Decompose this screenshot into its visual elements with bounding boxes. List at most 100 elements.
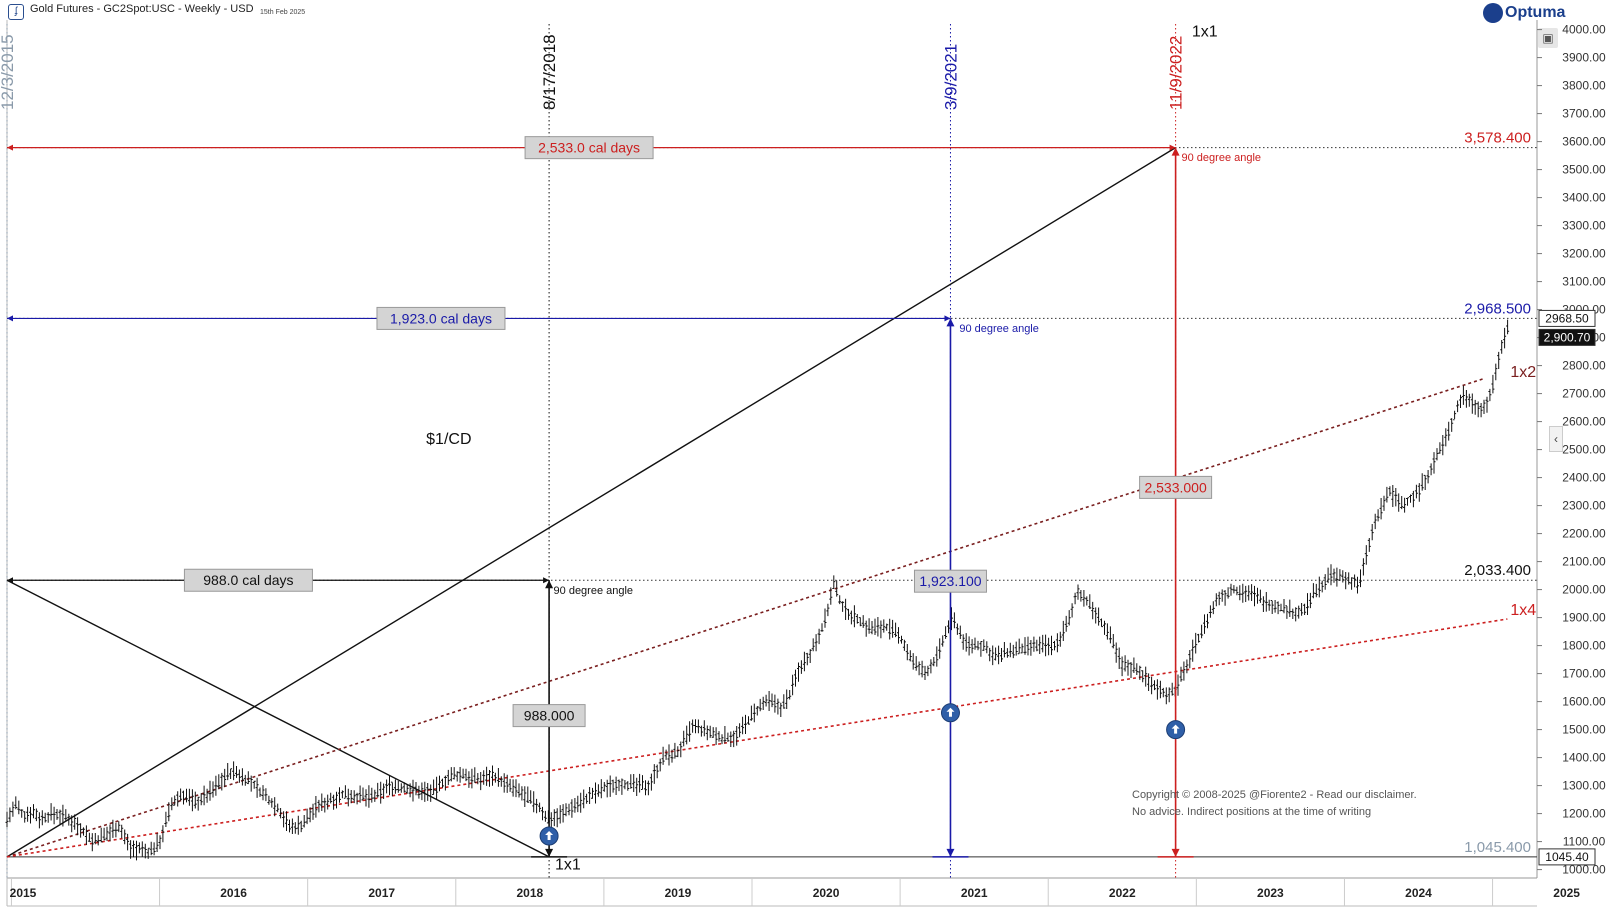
y-tick-label: 3800.00 bbox=[1562, 79, 1606, 93]
day-span-arrow bbox=[7, 315, 13, 322]
y-tick-label: 2300.00 bbox=[1562, 499, 1606, 513]
y-tick-label: 1700.00 bbox=[1562, 667, 1606, 681]
y-tick-label: 3500.00 bbox=[1562, 163, 1606, 177]
x-tick-label: 2025 bbox=[1553, 886, 1580, 900]
y-tick-label: 3400.00 bbox=[1562, 191, 1606, 205]
y-tick-label: 2500.00 bbox=[1562, 443, 1606, 457]
y-tick-label: 2400.00 bbox=[1562, 471, 1606, 485]
level-label: 2,968.500 bbox=[1464, 300, 1531, 317]
day-span-arrow bbox=[7, 144, 13, 151]
x-tick-label: 2015 bbox=[10, 886, 37, 900]
y-tick-label: 4000.00 bbox=[1562, 23, 1606, 37]
last-price-box bbox=[1538, 328, 1596, 346]
x-tick-label: 2023 bbox=[1257, 886, 1284, 900]
y-tick-label: 1600.00 bbox=[1562, 695, 1606, 709]
price-span-box bbox=[512, 704, 586, 728]
y-tick-label: 1200.00 bbox=[1562, 807, 1606, 821]
y-tick-label: 2000.00 bbox=[1562, 583, 1606, 597]
day-span-label: 2,533.0 cal days bbox=[538, 140, 640, 156]
price-span-arrow bbox=[545, 580, 554, 589]
y-tick-label: 1800.00 bbox=[1562, 639, 1606, 653]
y-tick-label: 2800.00 bbox=[1562, 359, 1606, 373]
y-tick-label: 3100.00 bbox=[1562, 275, 1606, 289]
price-span-arrow bbox=[1171, 848, 1180, 857]
x-tick-label: 2022 bbox=[1109, 886, 1136, 900]
day-span-box bbox=[376, 306, 506, 330]
side-panel-toggle-button[interactable]: ‹ bbox=[1549, 426, 1563, 452]
y-tick-label: 1100.00 bbox=[1563, 835, 1606, 849]
app-logo-icon: ʄ bbox=[8, 4, 24, 20]
price-span-label: 2,533.000 bbox=[1144, 479, 1206, 495]
up-arrow-glyph bbox=[1171, 724, 1180, 734]
level-label: 1,045.400 bbox=[1464, 839, 1531, 856]
y-tick-label: 1000.00 bbox=[1562, 863, 1606, 877]
day-span-label: 1,923.0 cal days bbox=[390, 310, 492, 326]
y-tick-label: 1400.00 bbox=[1562, 751, 1606, 765]
copyright-line-1: Copyright © 2008-2025 @Fiorente2 - Read … bbox=[1132, 789, 1417, 801]
y-tick-label: 1500.00 bbox=[1562, 723, 1606, 737]
header-date: 15th Feb 2025 bbox=[260, 9, 306, 16]
copyright-line-2: No advice. Indirect positions at the tim… bbox=[1132, 806, 1371, 818]
y-tick-label: 3700.00 bbox=[1562, 107, 1606, 121]
line-label: 1x4 bbox=[1510, 602, 1536, 619]
optuma-logo: Optuma bbox=[1483, 3, 1565, 23]
price-span-label: 988.000 bbox=[524, 708, 575, 724]
angle-note: 90 degree angle bbox=[1182, 152, 1262, 164]
y-tick-label: 2700.00 bbox=[1562, 387, 1606, 401]
y-tick-label: 2100.00 bbox=[1562, 555, 1606, 569]
line-label: 1x1 bbox=[555, 857, 581, 874]
day-span-label: 988.0 cal days bbox=[203, 572, 293, 588]
line-label: 1x2 bbox=[1510, 364, 1536, 381]
level-label: 3,578.400 bbox=[1464, 130, 1531, 147]
day-span-arrow bbox=[1169, 144, 1176, 151]
x-tick-label: 2016 bbox=[220, 886, 247, 900]
high-price-box bbox=[1538, 309, 1596, 327]
line-label: 1x1 bbox=[1192, 24, 1218, 41]
x-tick-label: 2020 bbox=[813, 886, 840, 900]
x-tick-label: 2024 bbox=[1405, 886, 1432, 900]
x-tick-label: 2017 bbox=[368, 886, 395, 900]
angle-line-1x2 bbox=[6, 377, 1486, 858]
date-label: 3/9/2021 bbox=[941, 44, 960, 110]
header-title: Gold Futures - GC2Spot:USC - Weekly - US… bbox=[30, 3, 254, 15]
date-label: 8/17/2018 bbox=[540, 34, 559, 110]
price-span-arrow bbox=[946, 318, 955, 327]
day-span-arrow bbox=[944, 315, 951, 322]
day-span-arrow bbox=[543, 577, 550, 584]
price-bars bbox=[5, 319, 1510, 861]
price-span-box bbox=[913, 569, 987, 593]
date-label: 12/3/2015 bbox=[0, 34, 17, 110]
y-tick-label: 2200.00 bbox=[1562, 527, 1606, 541]
price-span-box bbox=[1139, 475, 1213, 499]
x-tick-label: 2018 bbox=[516, 886, 543, 900]
y-tick-label: 2600.00 bbox=[1562, 415, 1606, 429]
x-tick-label: 2021 bbox=[961, 886, 988, 900]
last-price-box-label: 2,900.70 bbox=[1544, 330, 1591, 344]
up-arrow-glyph bbox=[946, 707, 955, 717]
angle-line-1x1 bbox=[6, 147, 1176, 858]
y-tick-label: 1900.00 bbox=[1562, 611, 1606, 625]
high-price-box-label: 2968.50 bbox=[1545, 311, 1589, 325]
date-label: 11/9/2022 bbox=[1167, 36, 1186, 110]
brand-name: Optuma bbox=[1505, 4, 1566, 21]
day-span-box bbox=[183, 568, 313, 592]
optuma-logo-icon bbox=[1483, 3, 1503, 23]
y-tick-label: 1300.00 bbox=[1562, 779, 1606, 793]
up-arrow-glyph bbox=[545, 831, 554, 840]
y-tick-label: 3600.00 bbox=[1562, 135, 1606, 149]
day-span-box bbox=[524, 136, 654, 160]
y-tick-label: 3200.00 bbox=[1562, 247, 1606, 261]
day-span-arrow bbox=[7, 577, 13, 584]
price-span-arrow bbox=[545, 848, 554, 857]
y-tick-label: 3300.00 bbox=[1562, 219, 1606, 233]
y-tick-label: 3900.00 bbox=[1562, 51, 1606, 65]
angle-note: 90 degree angle bbox=[554, 585, 634, 597]
angle-note: 90 degree angle bbox=[959, 323, 1039, 335]
lock-icon[interactable]: ▣ bbox=[1538, 28, 1558, 48]
angle-line-1x4 bbox=[6, 618, 1508, 858]
low-price-box bbox=[1538, 848, 1596, 866]
price-span-label: 1,923.100 bbox=[919, 573, 981, 589]
angle-line-1x1 bbox=[6, 579, 550, 858]
price-span-arrow bbox=[946, 848, 955, 857]
